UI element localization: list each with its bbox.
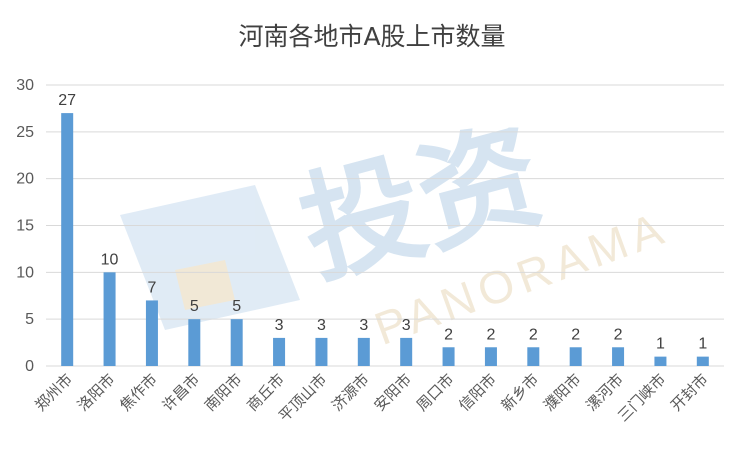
- bar: [357, 337, 370, 366]
- data-label: 3: [402, 317, 411, 334]
- y-tick-label: 5: [25, 311, 34, 328]
- data-label: 5: [190, 298, 199, 315]
- data-label: 3: [317, 317, 326, 334]
- bar: [400, 337, 413, 366]
- chart-title: 河南各地市A股上市数量: [238, 22, 505, 51]
- data-label: 2: [444, 326, 453, 343]
- data-label: 2: [571, 326, 580, 343]
- x-tick-label: 洛阳市: [74, 370, 119, 415]
- bar: [696, 356, 709, 366]
- watermark: 投资 PANORAMA: [120, 106, 675, 355]
- data-label: 3: [359, 317, 368, 334]
- x-tick-label: 南阳市: [201, 370, 246, 415]
- bar: [569, 347, 582, 366]
- x-tick-label: 焦作市: [116, 370, 161, 415]
- bar: [484, 347, 497, 366]
- data-label: 7: [147, 279, 156, 296]
- data-label: 2: [614, 326, 623, 343]
- data-label: 2: [486, 326, 495, 343]
- x-tick-label: 新乡市: [498, 370, 543, 415]
- x-axis: 郑州市洛阳市焦作市许昌市南阳市商丘市平顶山市济源市安阳市周口市信阳市新乡市濮阳市…: [31, 370, 711, 425]
- bar: [612, 347, 625, 366]
- data-label: 3: [275, 317, 284, 334]
- x-tick-label: 信阳市: [455, 370, 500, 415]
- x-tick-label: 济源市: [328, 370, 373, 415]
- bar: [315, 337, 328, 366]
- watermark-shape: [120, 185, 300, 330]
- data-label: 1: [656, 336, 665, 353]
- x-tick-label: 开封市: [667, 370, 712, 415]
- y-axis: 0 5 10 15 20 25 30: [16, 77, 34, 375]
- x-tick-label: 郑州市: [31, 370, 76, 415]
- y-tick-label: 10: [16, 264, 34, 281]
- data-label: 27: [58, 92, 76, 109]
- data-label: 5: [232, 298, 241, 315]
- bar: [273, 337, 286, 366]
- y-tick-label: 0: [25, 358, 34, 375]
- x-tick-label: 周口市: [413, 370, 458, 415]
- gridlines: [46, 84, 724, 367]
- bar: [103, 272, 116, 366]
- y-tick-label: 25: [16, 124, 34, 141]
- bar: [188, 319, 201, 366]
- bars: [61, 113, 709, 366]
- x-tick-label: 许昌市: [159, 370, 204, 415]
- bar: [654, 356, 667, 366]
- data-label: 1: [698, 336, 707, 353]
- y-tick-label: 30: [16, 77, 34, 94]
- data-label: 2: [529, 326, 538, 343]
- x-tick-label: 安阳市: [370, 370, 415, 415]
- bar: [230, 319, 243, 366]
- x-tick-label: 濮阳市: [540, 370, 585, 415]
- bar: [527, 347, 540, 366]
- data-labels: 27 10 7 5 5 3 3 3 3 2 2 2 2 2 1 1: [58, 92, 707, 353]
- bar: [145, 300, 158, 366]
- data-label: 10: [101, 251, 119, 268]
- y-tick-label: 20: [16, 171, 34, 188]
- bar: [442, 347, 455, 366]
- bar: [61, 113, 74, 366]
- y-tick-label: 15: [16, 218, 34, 235]
